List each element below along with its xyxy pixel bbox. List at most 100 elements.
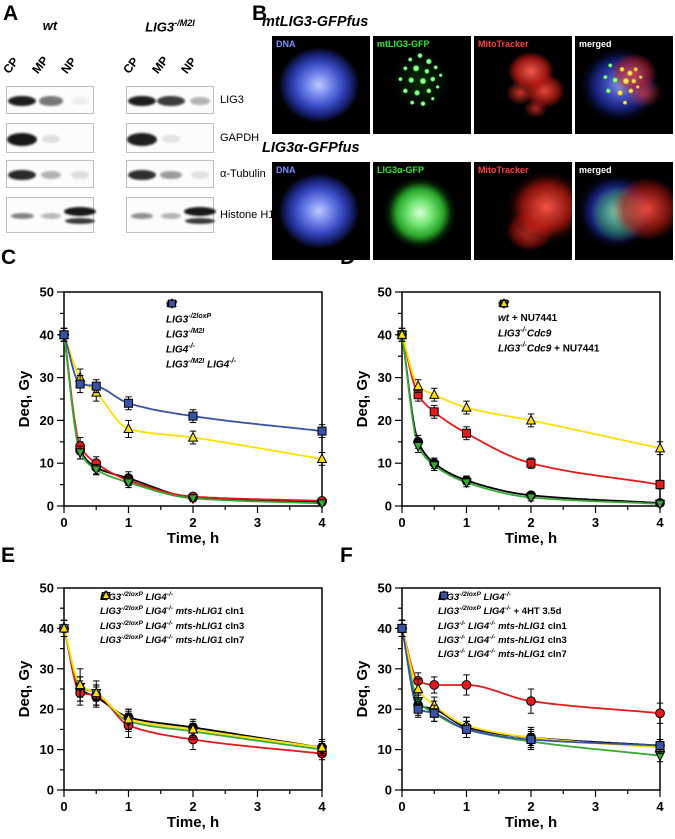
legend-marker-square-icon xyxy=(168,299,176,308)
label-text: LIG3 xyxy=(100,606,122,618)
label-text: LIG3 xyxy=(438,634,460,646)
label-text: Cdc9 xyxy=(526,327,552,339)
label-text: cln3 xyxy=(545,634,567,646)
marker-square xyxy=(429,407,439,417)
chart-f: LIG3-/2loxP LIG4-/- LIG3-/2loxP LIG4-/- +… xyxy=(352,560,674,836)
blot-band xyxy=(40,170,62,180)
micrograph-mito2: MitoTracker xyxy=(474,162,572,260)
marker-circle xyxy=(461,680,472,690)
x-tick-label: 4 xyxy=(318,515,326,530)
blot-group-title: LIG3-/M2I xyxy=(126,18,214,34)
label-text: cln7 xyxy=(545,649,567,661)
blot-band xyxy=(189,96,211,106)
label-text: mts-hLIG1 xyxy=(495,634,546,646)
label-sup: -/- xyxy=(489,648,496,656)
y-tick-label: 0 xyxy=(47,783,54,798)
y-tick-label: 10 xyxy=(40,742,54,757)
legend-entry: LIG3-/2loxP xyxy=(166,299,236,327)
blot-box xyxy=(126,160,214,188)
blot-box xyxy=(6,160,94,188)
marker-tri-up xyxy=(123,713,134,724)
marker-tri-up xyxy=(123,422,134,434)
label-text: cln1 xyxy=(545,620,567,632)
legend-label: LIG3-/2loxP LIG4-/- mts-hLIG1 cln3 xyxy=(100,619,244,633)
micrograph-channel-label: mtLIG3-GFP xyxy=(377,39,430,49)
legend-entry: LIG3-/- LIG4-/- mts-hLIG1 cln1 xyxy=(438,592,567,633)
label-sup: -/- xyxy=(459,619,466,627)
label-text: LIG3 xyxy=(166,329,189,341)
legend-label: LIG3-/2loxP LIG4-/- xyxy=(438,590,511,604)
label-text: LIG3 xyxy=(145,19,175,35)
label-text: LIG3 xyxy=(438,649,460,661)
marker-tri-up xyxy=(461,401,472,412)
x-tick-label: 4 xyxy=(318,799,326,814)
legend-label: LIG3-/2loxP LIG4-/- mts-hLIG1 cln7 xyxy=(100,633,244,647)
series-C-4-points xyxy=(59,327,327,439)
panel-label-b: B xyxy=(252,2,268,25)
marker-square xyxy=(429,708,439,718)
label-text: LIG3 xyxy=(100,634,122,646)
label-sup: -/2loxP xyxy=(459,605,481,613)
x-tick-label: 1 xyxy=(125,515,132,530)
marker-tri-up xyxy=(187,723,199,734)
marker-square xyxy=(59,330,69,340)
blot-band xyxy=(10,213,34,219)
label-text: cln1 xyxy=(222,606,245,618)
blot-band xyxy=(71,171,89,179)
blot-box xyxy=(6,86,94,114)
marker-tri-up xyxy=(654,442,666,453)
label-sup: -/2loxP xyxy=(188,312,212,320)
label-text: + NU7441 xyxy=(509,312,558,324)
legend-label: LIG4-/- xyxy=(166,342,195,357)
label-text: mts-hLIG1 xyxy=(172,634,223,646)
legend-entry: LIG3-/2loxP LIG4-/- mts-hLIG1 cln1 xyxy=(100,591,245,618)
marker-tri-up xyxy=(91,686,102,698)
legend-label: LIG3-/2loxP xyxy=(166,312,211,327)
label-sup: -/M2I xyxy=(174,18,195,28)
label-sup: -/- xyxy=(489,633,496,641)
y-axis-label: Deq, Gy xyxy=(16,370,33,427)
label-text: LIG3 xyxy=(438,606,460,618)
marker-tri-down xyxy=(123,478,134,489)
marker-tri-down xyxy=(461,478,472,489)
marker-tri-down xyxy=(654,499,666,510)
label-text: LIG3 xyxy=(438,620,460,632)
blot-band xyxy=(64,207,96,216)
y-tick-label: 30 xyxy=(40,370,54,385)
marker-square xyxy=(655,480,665,490)
legend-label: LIG3-/M2I xyxy=(166,327,204,342)
label-text: LIG4 xyxy=(204,359,230,371)
x-tick-label: 2 xyxy=(189,799,196,814)
blot-band xyxy=(7,169,37,181)
label-text: cln7 xyxy=(222,634,245,646)
marker-tri-up xyxy=(429,388,440,399)
micrograph-channel-label: DNA xyxy=(276,165,296,175)
micrograph-punctate: mtLIG3-GFP xyxy=(373,36,471,134)
marker-square xyxy=(655,741,665,751)
label-text: LIG4 xyxy=(465,649,490,661)
marker-square xyxy=(397,623,407,633)
legend-label: LIG3-/2loxP LIG4-/- xyxy=(100,590,173,604)
y-tick-label: 20 xyxy=(40,702,54,717)
blot-band xyxy=(65,218,95,224)
label-text: mts-hLIG1 xyxy=(495,620,546,632)
label-sup: -/- xyxy=(504,605,511,613)
label-text: wt xyxy=(498,312,510,324)
blot-band xyxy=(160,170,182,180)
marker-circle xyxy=(526,696,536,707)
y-tick-label: 40 xyxy=(378,327,392,342)
label-sup: -/- xyxy=(166,591,173,598)
micrograph-dna1: DNA xyxy=(272,36,370,134)
y-tick-label: 20 xyxy=(378,413,392,428)
label-sup: -/- xyxy=(188,343,195,351)
micrograph-channel-label: MitoTracker xyxy=(478,39,529,49)
blot-row-label: α-Tubulin xyxy=(220,168,266,180)
label-text: + 4HT 3.5d xyxy=(510,606,562,618)
label-text: mts-hLIG1 xyxy=(172,606,223,618)
x-tick-label: 4 xyxy=(656,515,664,530)
label-sup: -/- xyxy=(166,619,173,627)
label-sup: -/- xyxy=(166,633,173,641)
